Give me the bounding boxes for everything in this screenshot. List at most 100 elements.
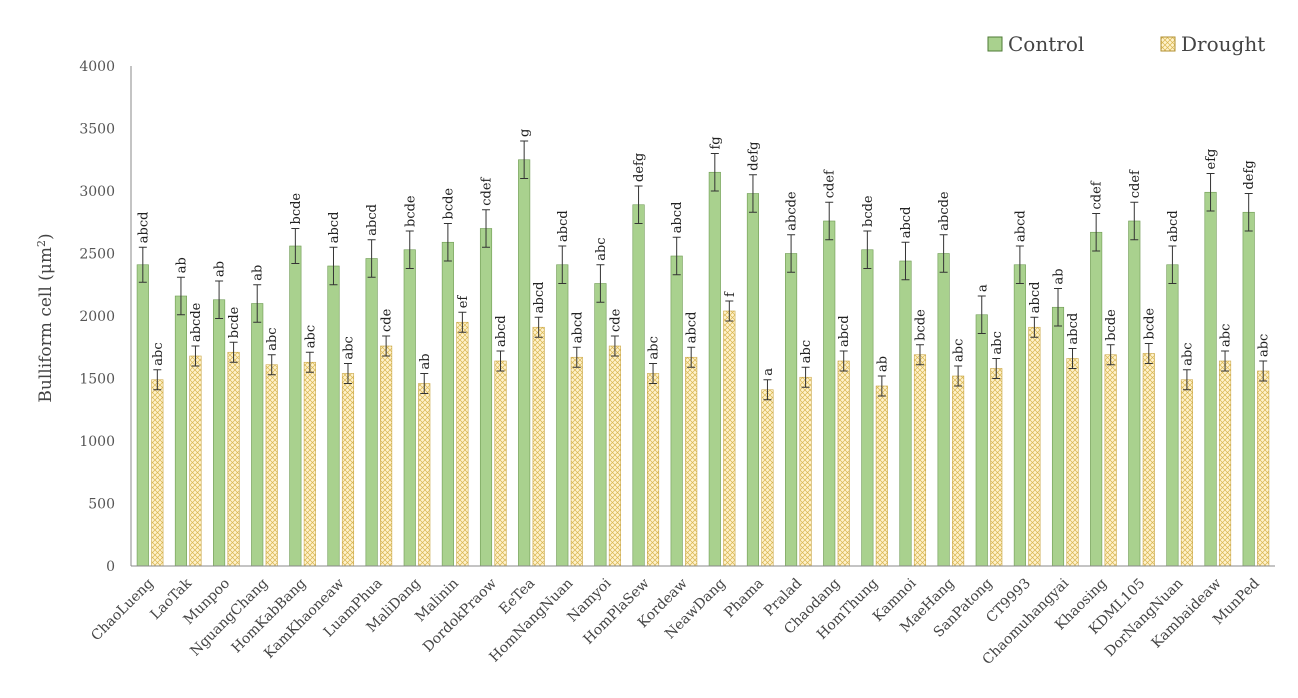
- y-tick-label: 2500: [79, 247, 115, 263]
- significance-letter: bcde: [227, 306, 242, 338]
- significance-letter: bcde: [913, 309, 928, 341]
- significance-letter: fg: [708, 136, 723, 149]
- significance-letter: a: [975, 284, 990, 292]
- significance-letter: abc: [1257, 334, 1272, 357]
- bar-drought: [875, 385, 888, 567]
- bar-drought: [761, 389, 774, 567]
- bar-drought: [799, 376, 812, 567]
- y-tick-label: 3500: [79, 122, 115, 138]
- significance-letter: f: [723, 291, 738, 297]
- bar-drought: [837, 360, 850, 567]
- bar-control: [1051, 306, 1065, 567]
- significance-letter: abcde: [189, 302, 204, 342]
- bar-control: [289, 245, 302, 567]
- significance-letter: bcde: [441, 188, 456, 220]
- bar-drought: [646, 373, 660, 567]
- bar-drought: [608, 345, 621, 567]
- bar-control: [556, 264, 569, 567]
- significance-letter: abcd: [1028, 282, 1043, 314]
- y-tick-label: 500: [88, 497, 115, 513]
- y-tick-label: 1000: [79, 434, 115, 450]
- significance-letter: bcde: [1104, 309, 1119, 341]
- bar-drought: [913, 354, 927, 567]
- significance-letter: abc: [990, 331, 1005, 354]
- significance-letter: ab: [213, 261, 228, 277]
- y-tick-label: 4000: [79, 59, 115, 75]
- significance-letter: bcde: [403, 195, 418, 227]
- bar-drought: [570, 356, 583, 567]
- significance-letter: abc: [594, 237, 609, 260]
- bar-control: [861, 249, 874, 567]
- bar-control: [632, 204, 645, 567]
- bar-drought: [303, 361, 316, 567]
- bar-drought: [532, 326, 545, 567]
- significance-letter: cdef: [1090, 180, 1105, 209]
- y-tick-label: 3000: [79, 184, 115, 200]
- significance-letter: defg: [746, 142, 761, 171]
- bar-control: [899, 260, 912, 567]
- significance-letter: abcd: [136, 212, 151, 244]
- bar-drought: [189, 355, 202, 567]
- x-tick-label: Phama: [721, 576, 767, 622]
- bar-drought: [723, 310, 736, 567]
- significance-letter: abcd: [570, 312, 585, 344]
- significance-letter: ab: [174, 257, 189, 273]
- significance-letter: abcd: [365, 204, 380, 236]
- bar-control: [708, 171, 721, 567]
- bar-drought: [952, 375, 965, 567]
- significance-letter: abcd: [556, 210, 571, 242]
- significance-letter: abcd: [1013, 210, 1028, 242]
- significance-letter: cde: [608, 308, 623, 332]
- bar-control: [1128, 220, 1141, 567]
- bar-control: [136, 264, 149, 567]
- significance-letter: abc: [952, 339, 967, 362]
- bar-control: [594, 283, 607, 567]
- bar-control: [518, 159, 531, 567]
- bar-drought: [456, 321, 469, 567]
- significance-letter: ab: [418, 353, 433, 369]
- bar-control: [1242, 211, 1255, 567]
- bar-control: [479, 228, 493, 567]
- y-tick-label: 0: [106, 559, 115, 575]
- significance-letter: abcd: [327, 212, 342, 244]
- bar-drought: [1028, 326, 1041, 567]
- y-axis-label: Bulliform cell (μm2): [35, 233, 57, 402]
- significance-letter: cdef: [823, 169, 838, 198]
- bar-control: [1013, 264, 1026, 567]
- bar-control: [1204, 191, 1217, 567]
- bar-drought: [380, 345, 393, 567]
- significance-letter: bcde: [1142, 308, 1157, 340]
- bar-control: [1166, 264, 1179, 567]
- significance-letter: cdef: [480, 176, 495, 205]
- y-axis-ticks: 0 500 1000 1500 2000 2500 3000 3500 4000: [79, 59, 115, 575]
- significance-letter: abcd: [1066, 313, 1081, 345]
- bar-drought: [1066, 358, 1079, 567]
- x-axis-labels: ChaoLuengLaoTakMunpooNguangChangHomKabBa…: [88, 575, 1263, 668]
- significance-letter: defg: [1242, 160, 1257, 189]
- bar-drought: [341, 373, 355, 567]
- significance-letter: ab: [1052, 268, 1067, 284]
- bar-control: [1090, 231, 1103, 567]
- bar-control: [365, 258, 378, 567]
- bar-control: [403, 249, 416, 567]
- significance-letter: efg: [1204, 149, 1219, 170]
- significance-letter: abcd: [685, 312, 700, 344]
- legend: Control Drought: [987, 32, 1265, 56]
- bar-control: [251, 303, 264, 567]
- bar-control: [213, 299, 226, 567]
- y-tick-label: 1500: [79, 372, 115, 388]
- bar-drought: [227, 351, 240, 567]
- significance-letter: bcde: [861, 195, 876, 227]
- x-tick-label: ChaoLueng: [88, 575, 157, 644]
- bar-drought: [1104, 354, 1117, 567]
- bar-control: [785, 253, 798, 567]
- significance-letter: abcde: [785, 191, 800, 231]
- significance-letter: defg: [632, 153, 647, 182]
- bar-drought: [1219, 360, 1232, 567]
- legend-swatch-control: [987, 36, 1003, 52]
- significance-letter: g: [518, 129, 533, 137]
- significance-letter: abc: [341, 336, 356, 359]
- significance-letter: abc: [265, 327, 280, 350]
- bar-control: [975, 314, 988, 567]
- legend-label-control: Control: [1008, 32, 1084, 56]
